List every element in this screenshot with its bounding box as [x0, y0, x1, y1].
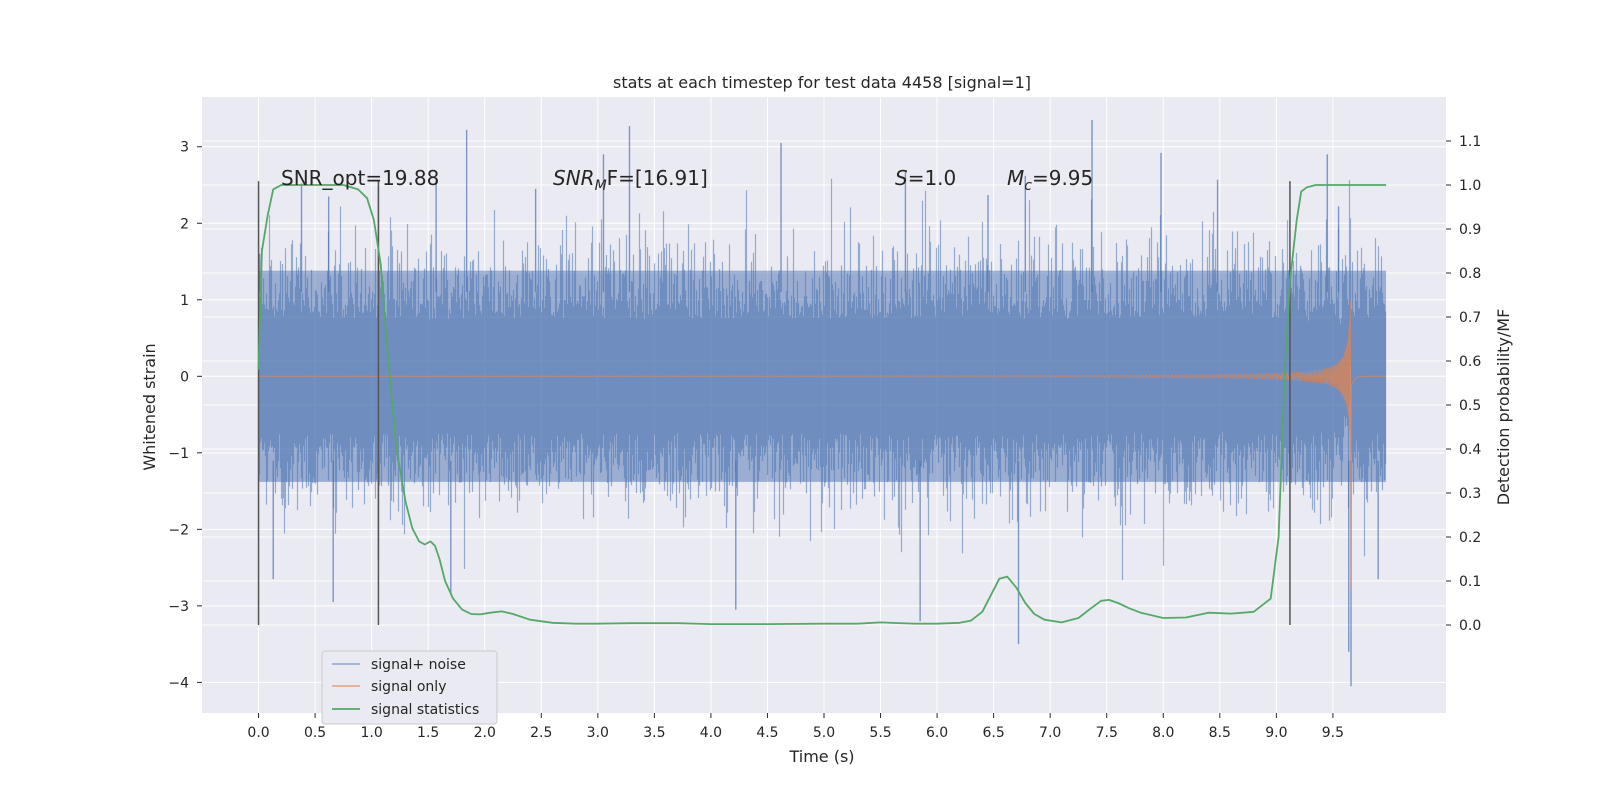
mc-main: M: [1007, 166, 1024, 190]
legend-label-stats: signal statistics: [371, 702, 479, 718]
x-tick-label: 2.0: [474, 725, 496, 741]
x-tick-label: 0.0: [247, 725, 269, 741]
snr-opt-annotation: SNR_opt=19.88: [281, 166, 439, 190]
y-tick-label: −3: [168, 599, 189, 615]
snr-mf-main: SNR: [553, 166, 595, 190]
y-right-tick-label: 1.0: [1459, 178, 1481, 194]
y-right-tick-label: 0.2: [1459, 530, 1481, 546]
mc-subscript: c: [1024, 178, 1032, 194]
y-right-tick-label: 0.5: [1459, 398, 1481, 414]
mc-annotation: Mc=9.95: [1007, 166, 1093, 194]
y-tick-label: −4: [168, 675, 189, 691]
y-right-tick-label: 0.6: [1459, 354, 1481, 370]
x-tick-label: 4.5: [756, 725, 778, 741]
x-tick-label: 1.5: [417, 725, 439, 741]
snr-mf-rest: F=[16.91]: [607, 166, 708, 190]
y-right-tick-label: 0.3: [1459, 486, 1481, 502]
y-tick-label: 3: [180, 140, 189, 156]
x-tick-label: 7.5: [1096, 725, 1118, 741]
x-tick-label: 0.5: [304, 725, 326, 741]
s-annotation: S=1.0: [895, 166, 956, 190]
y-tick-label: −1: [168, 446, 189, 462]
stats-series: [257, 184, 1387, 625]
x-tick-label: 6.5: [983, 725, 1005, 741]
s-rest: =1.0: [908, 166, 957, 190]
signal-series: [258, 301, 1387, 589]
y-axis-right-label: Detection probability/MF: [1494, 309, 1513, 506]
snr-mf-subscript: M: [595, 178, 607, 194]
signal-line: [258, 301, 1387, 589]
legend: signal+ noise signal only signal statist…: [321, 650, 498, 725]
axis-ticks: 0.0 0.5 1.0 1.5 2.0 2.5 3.0 3.5 4.0 4.5 5.0 5.5 6.0 6…: [168, 134, 1481, 741]
x-tick-label: 8.5: [1209, 725, 1231, 741]
y-right-tick-label: 0.0: [1459, 618, 1481, 634]
y-tick-label: 1: [180, 293, 189, 309]
y-right-tick-label: 0.1: [1459, 574, 1481, 590]
x-tick-label: 3.0: [587, 725, 609, 741]
y-right-tick-label: 0.4: [1459, 442, 1481, 458]
x-tick-label: 6.0: [926, 725, 948, 741]
x-tick-label: 4.0: [700, 725, 722, 741]
chart-title: stats at each timestep for test data 445…: [613, 73, 1031, 92]
legend-label-noise: signal+ noise: [371, 657, 466, 673]
legend-box: [321, 650, 498, 725]
y-right-tick-label: 0.7: [1459, 310, 1481, 326]
x-tick-label: 8.0: [1152, 725, 1174, 741]
x-tick-label: 3.5: [643, 725, 665, 741]
y-right-tick-label: 1.1: [1459, 134, 1481, 150]
snr-mf-annotation: SNRMF=[16.91]: [553, 166, 708, 194]
legend-label-signal: signal only: [371, 679, 446, 695]
y-tick-label: 2: [180, 216, 189, 232]
x-tick-label: 1.0: [361, 725, 383, 741]
y-right-tick-label: 0.8: [1459, 266, 1481, 282]
y-tick-label: 0: [180, 369, 189, 385]
y-right-tick-label: 0.9: [1459, 222, 1481, 238]
x-axis-label: Time (s): [788, 747, 854, 766]
s-main: S: [895, 166, 908, 190]
x-tick-label: 9.0: [1265, 725, 1287, 741]
y-tick-label: −2: [168, 522, 189, 538]
x-tick-label: 7.0: [1039, 725, 1061, 741]
x-tick-label: 5.0: [813, 725, 835, 741]
x-tick-label: 5.5: [869, 725, 891, 741]
stats-line: [257, 184, 1387, 625]
x-tick-label: 2.5: [530, 725, 552, 741]
x-tick-label: 9.5: [1322, 725, 1344, 741]
mc-rest: =9.95: [1032, 166, 1093, 190]
y-axis-label: Whitened strain: [140, 343, 159, 470]
